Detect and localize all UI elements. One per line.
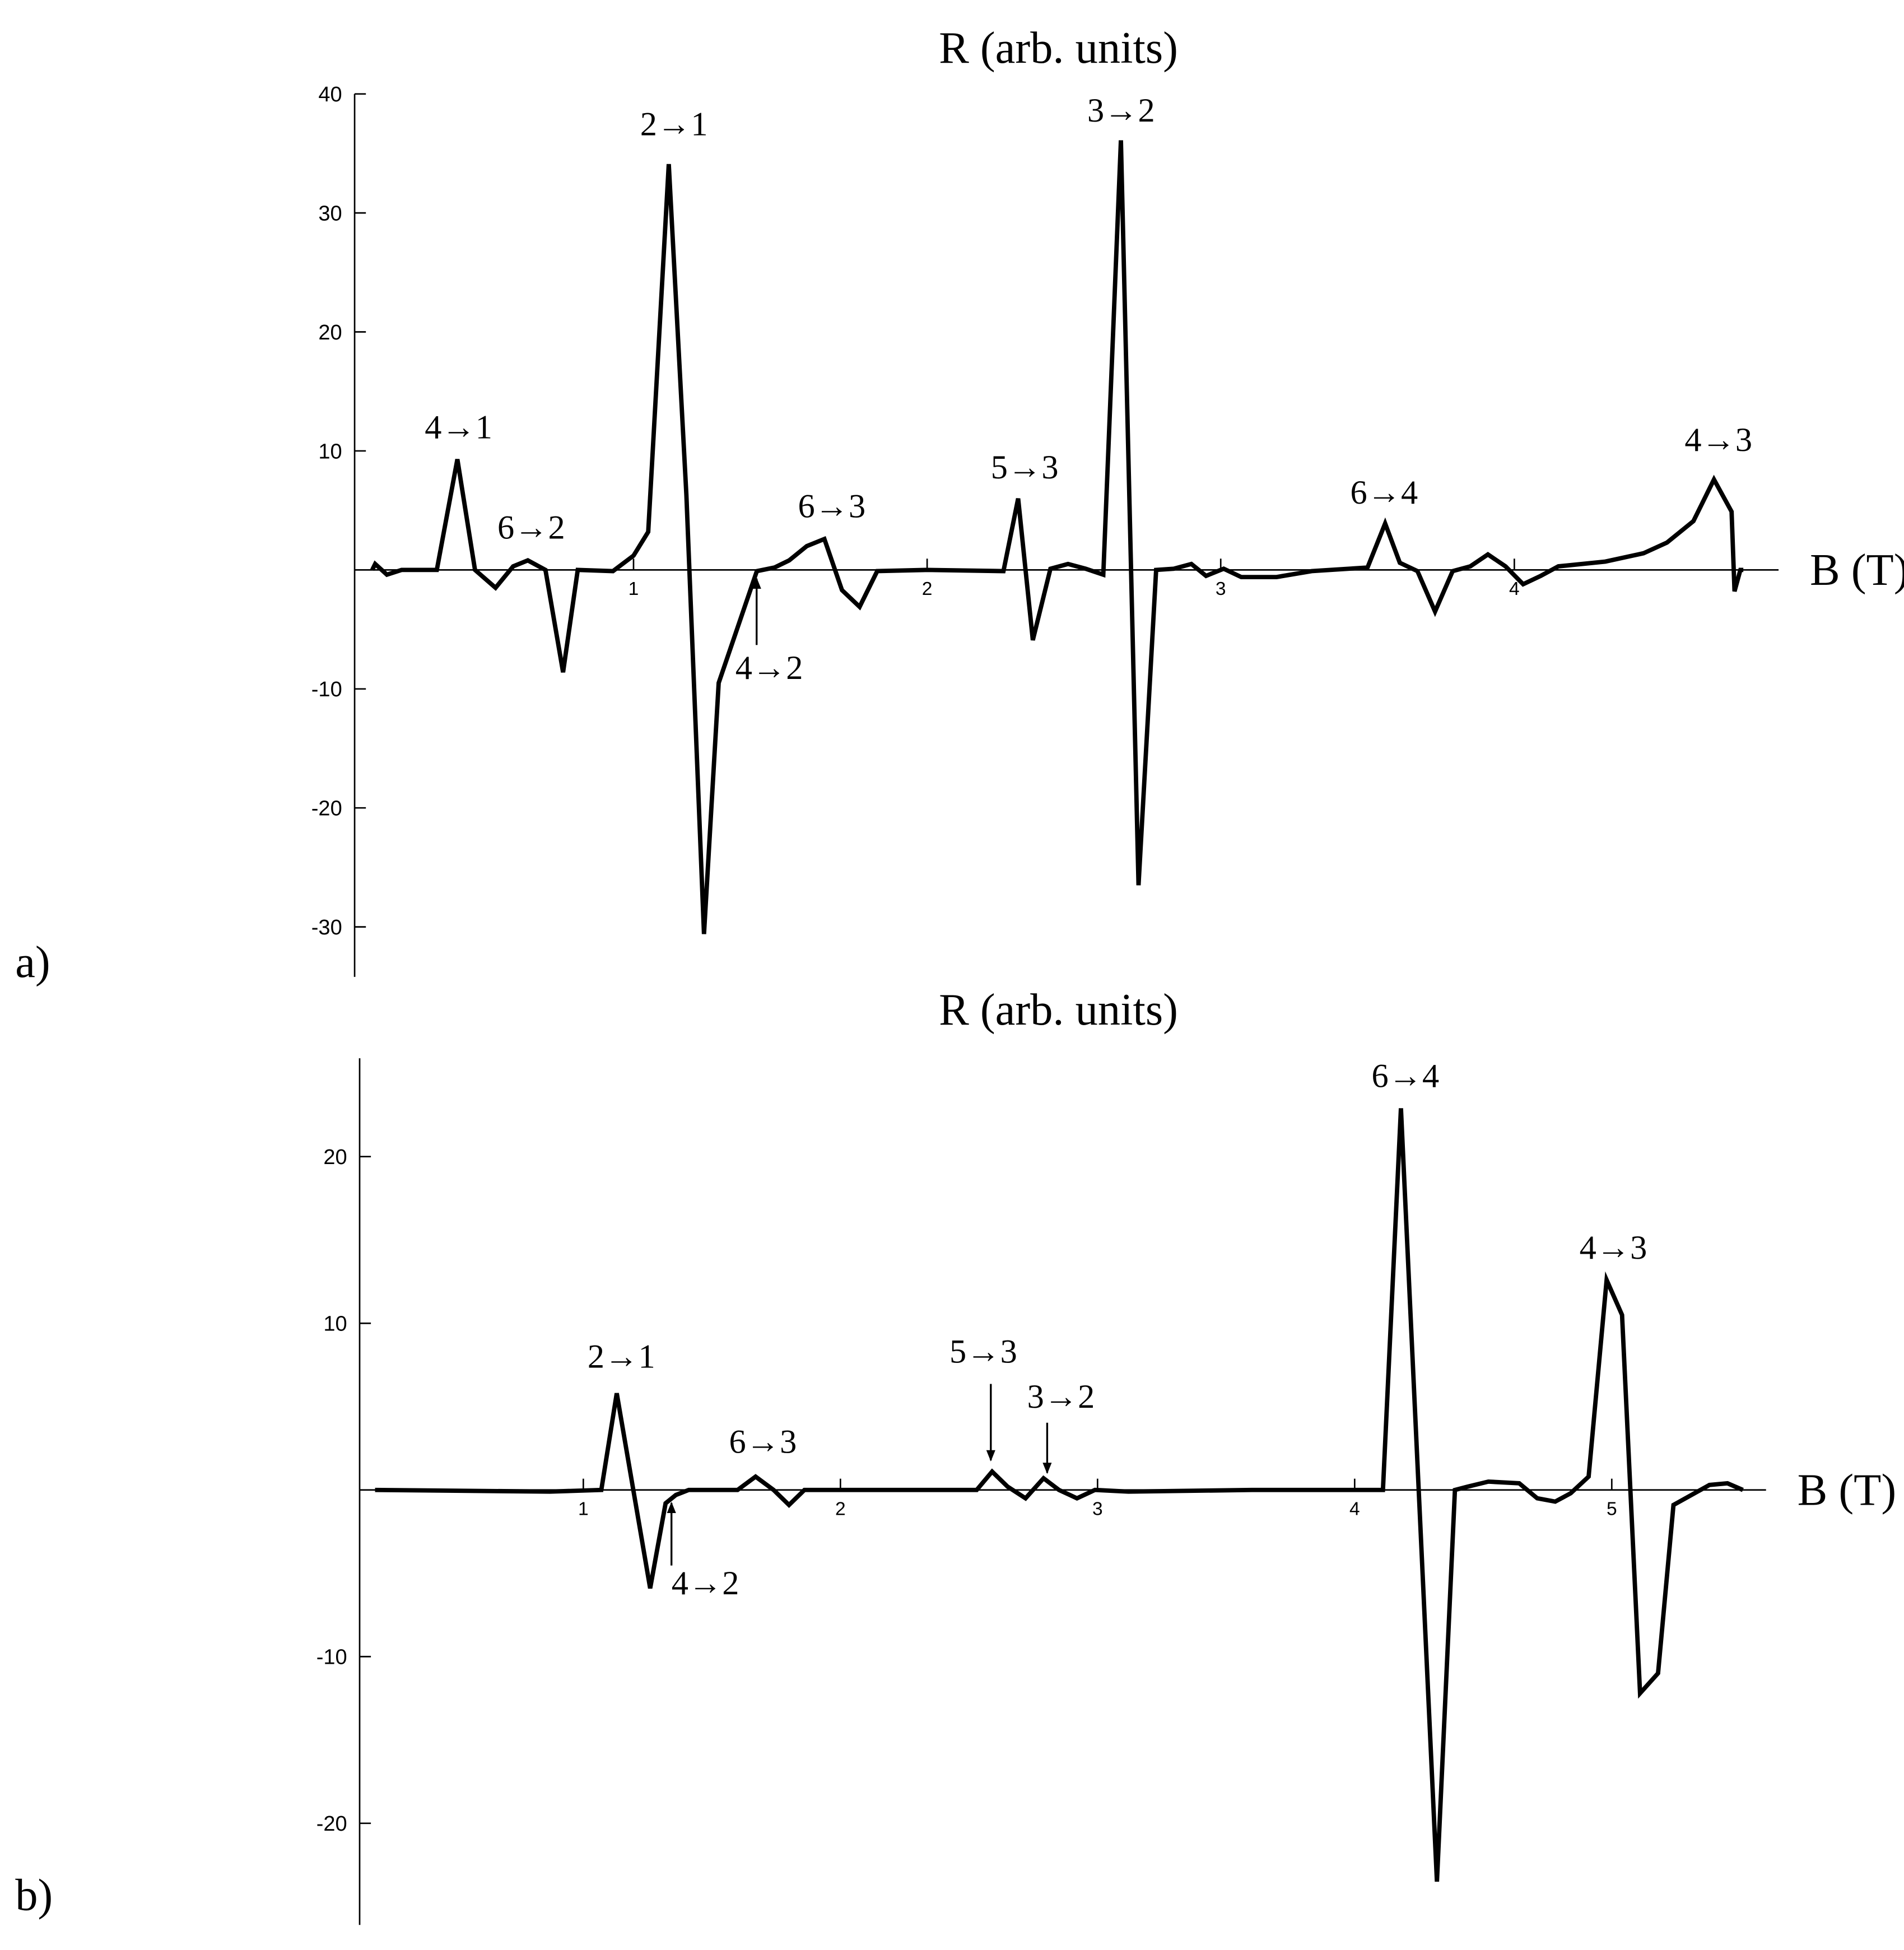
- annotation: 6→4: [1350, 474, 1418, 511]
- y-tick-label: -10: [316, 1646, 347, 1669]
- annotation: 4→3: [1580, 1229, 1647, 1267]
- x-tick-label: 4: [1349, 1498, 1360, 1519]
- panel-label: b): [15, 1870, 53, 1920]
- annotation: 3→2: [1087, 92, 1155, 129]
- annotation: 6→3: [729, 1423, 797, 1460]
- y-tick-label: 40: [318, 83, 342, 106]
- x-tick-label: 3: [1216, 579, 1226, 599]
- y-tick-label: 10: [323, 1313, 347, 1336]
- y-tick-label: -20: [311, 797, 342, 821]
- x-axis-title: B (T): [1798, 1465, 1897, 1515]
- x-axis-title: B (T): [1810, 545, 1904, 595]
- panel-label: a): [15, 937, 50, 987]
- y-tick-label: 20: [323, 1146, 347, 1169]
- annotation: 4→3: [1684, 421, 1752, 459]
- annotation: 4→1: [425, 408, 492, 446]
- x-tick-label: 1: [578, 1498, 589, 1519]
- annotation: 6→3: [798, 487, 866, 525]
- annotation: 5→3: [991, 449, 1059, 486]
- x-tick-label: 3: [1092, 1498, 1103, 1519]
- annotation: 2→1: [588, 1338, 655, 1375]
- data-line: [375, 1108, 1744, 1882]
- x-tick-label: 2: [835, 1498, 846, 1519]
- annotation: 5→3: [949, 1333, 1017, 1370]
- y-tick-label: 20: [318, 321, 342, 345]
- y-axis-title: R (arb. units): [939, 23, 1178, 73]
- y-tick-label: 30: [318, 202, 342, 226]
- x-tick-label: 2: [922, 579, 933, 599]
- y-tick-label: -30: [311, 916, 342, 939]
- data-line: [370, 140, 1744, 934]
- annotation: 3→2: [1027, 1378, 1095, 1416]
- annotation: 6→2: [497, 509, 565, 546]
- y-tick-label: 10: [318, 440, 342, 463]
- x-tick-label: 1: [629, 579, 639, 599]
- annotation: 6→4: [1371, 1058, 1439, 1095]
- x-tick-label: 4: [1509, 579, 1520, 599]
- annotation: 4→2: [672, 1565, 739, 1602]
- y-axis-title: R (arb. units): [939, 985, 1178, 1035]
- x-tick-label: 5: [1607, 1498, 1617, 1519]
- annotation: 4→2: [735, 649, 803, 687]
- annotation: 2→1: [640, 105, 708, 143]
- y-tick-label: -10: [311, 678, 342, 701]
- y-tick-label: -20: [316, 1812, 347, 1836]
